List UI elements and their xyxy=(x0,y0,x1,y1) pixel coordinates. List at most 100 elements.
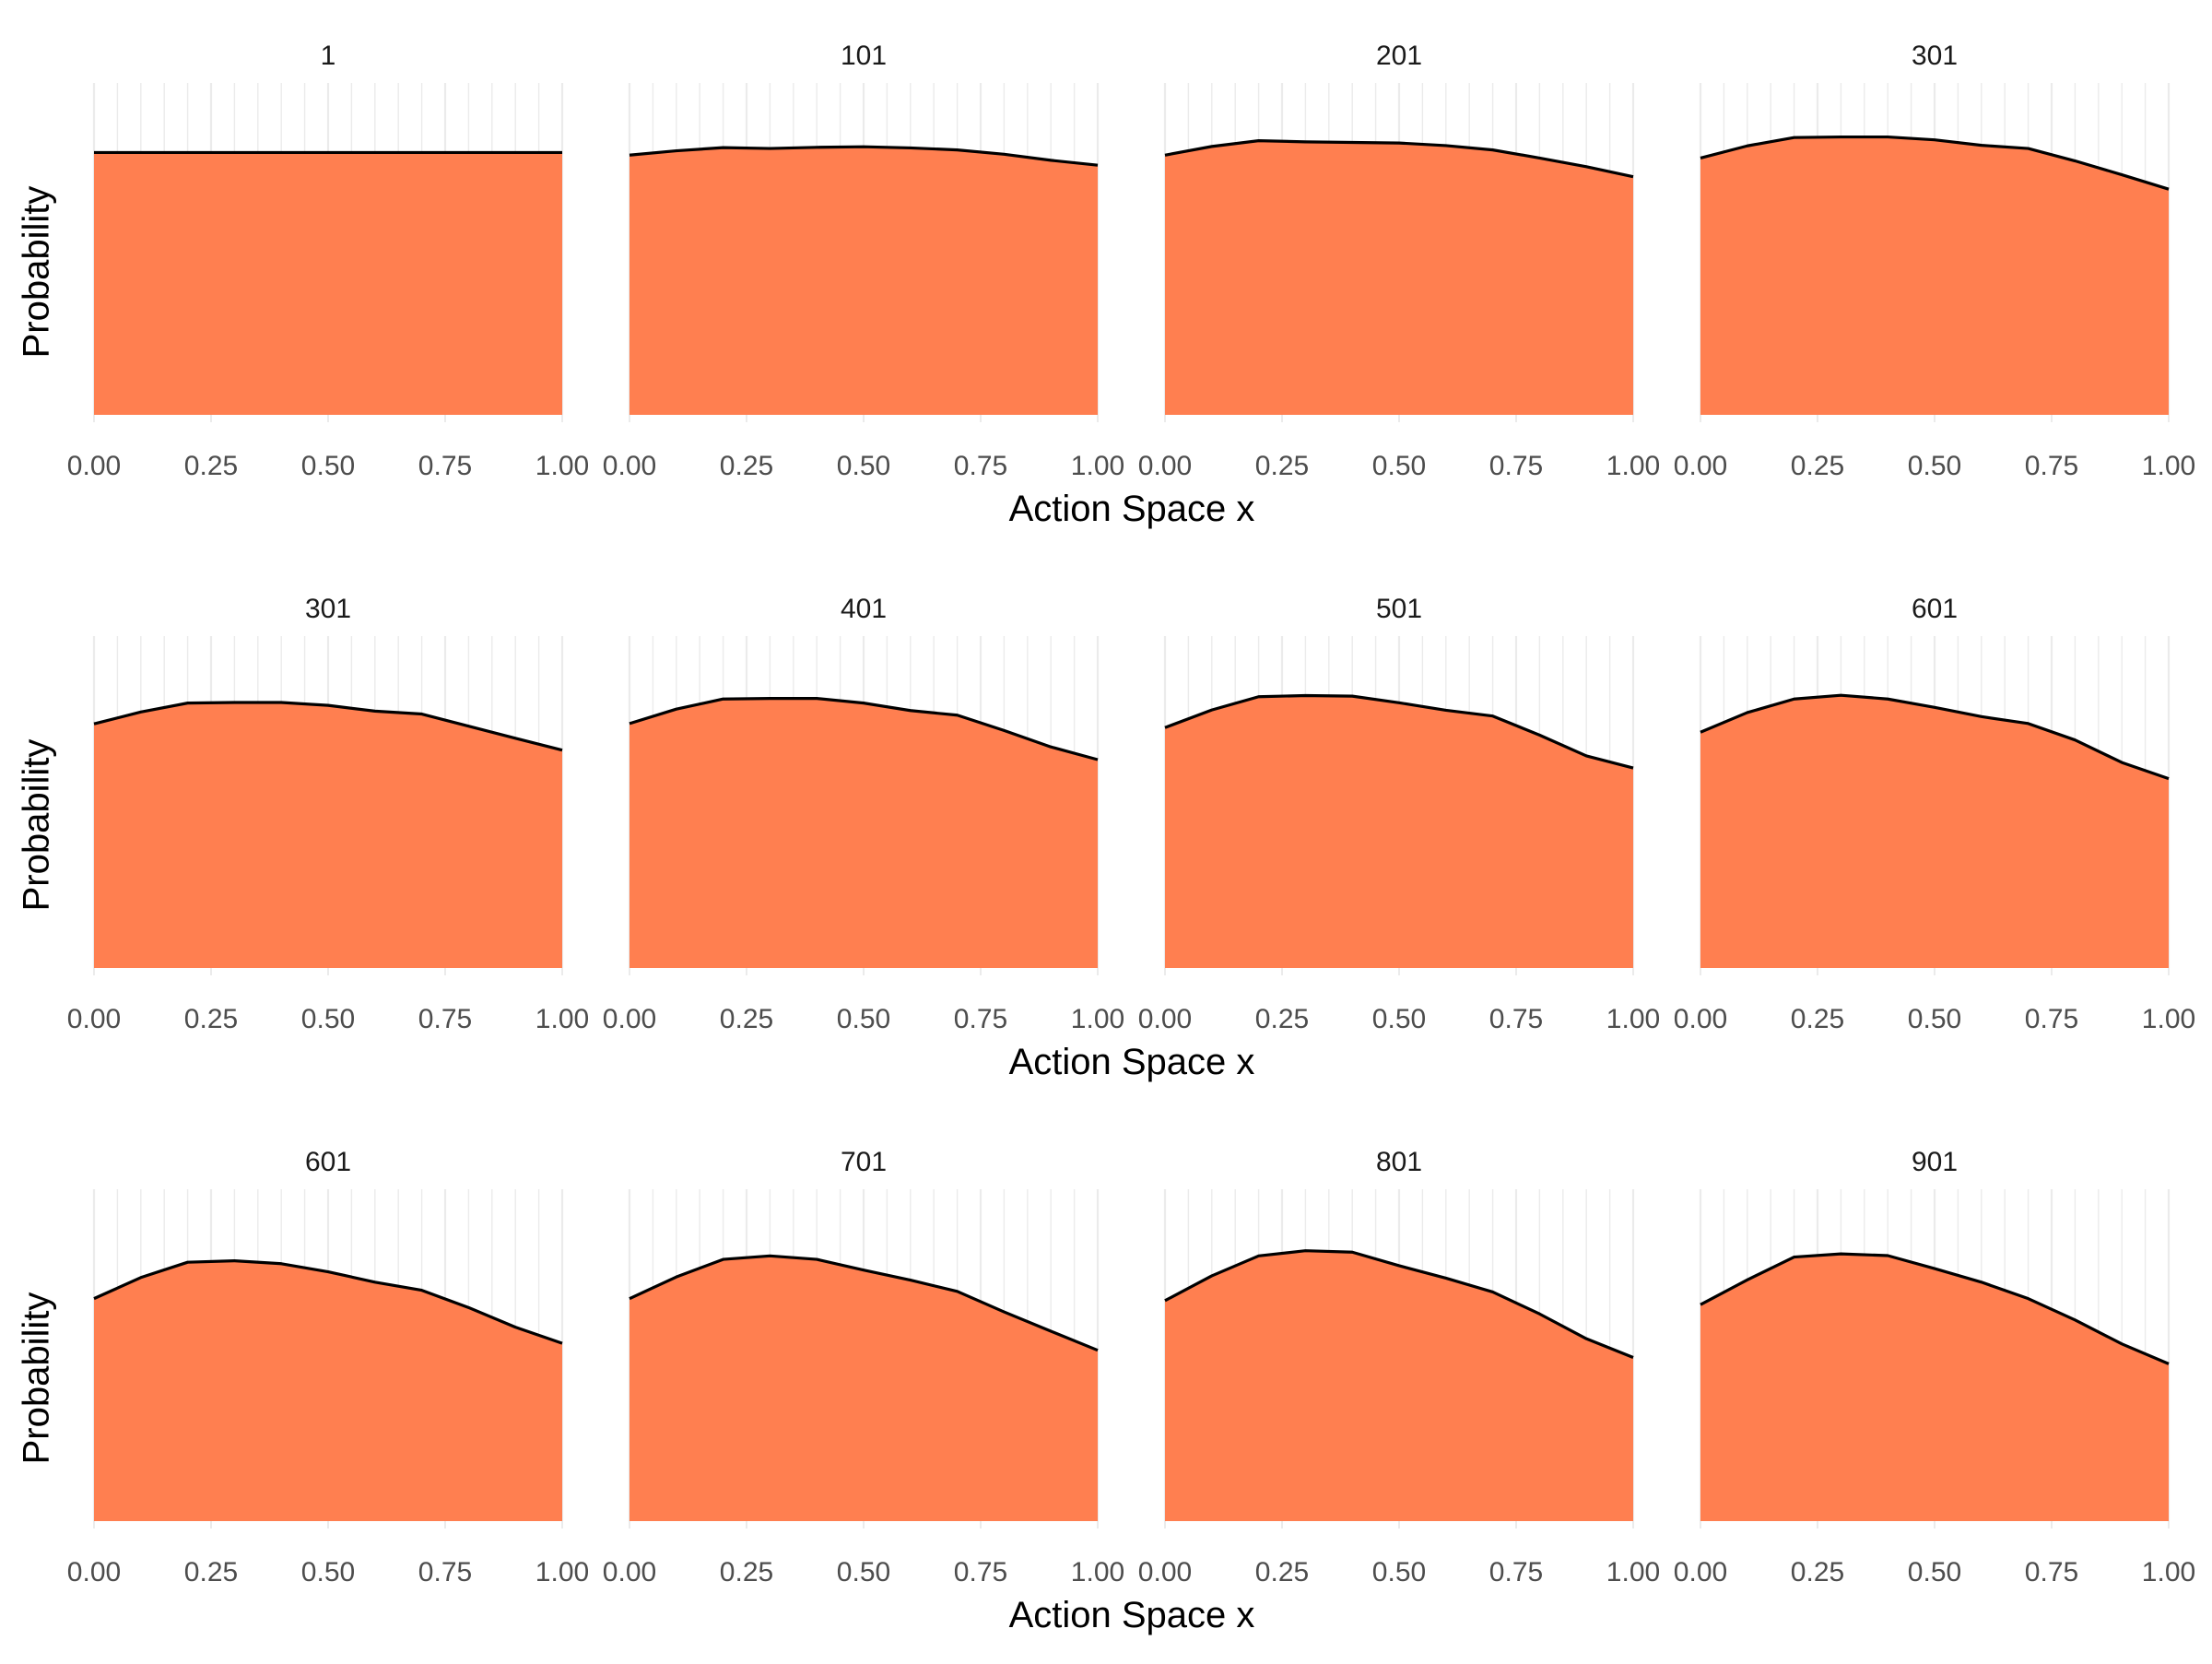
probability-area xyxy=(1165,1250,1633,1521)
x-tick-label: 0.75 xyxy=(1489,1004,1543,1034)
x-tick-label: 0.25 xyxy=(1255,1557,1309,1587)
x-tick-label: 0.75 xyxy=(418,451,472,481)
x-tick-label: 0.00 xyxy=(1674,1557,1727,1587)
x-tick-label: 0.75 xyxy=(954,1004,1007,1034)
x-tick-label: 1.00 xyxy=(535,451,589,481)
probability-line xyxy=(93,1259,563,1345)
x-tick-label: 1.00 xyxy=(2142,451,2195,481)
x-tick-label: 0.25 xyxy=(184,1557,238,1587)
x-tick-label: 0.25 xyxy=(184,451,238,481)
probability-area xyxy=(1165,140,1633,415)
facet-panel: 301 0.00 0.25 0.50 0.75 1.00 xyxy=(67,594,589,1034)
y-axis-title: Probability xyxy=(17,186,57,359)
probability-line xyxy=(93,701,563,752)
x-tick-label: 0.00 xyxy=(1674,451,1727,481)
x-tick-label: 1.00 xyxy=(2142,1004,2195,1034)
probability-line xyxy=(1700,135,2170,191)
probability-area xyxy=(1700,136,2169,415)
x-tick-label: 0.00 xyxy=(67,1004,121,1034)
facet-panel: 301 0.00 0.25 0.50 0.75 1.00 xyxy=(1674,41,2195,481)
probability-area xyxy=(94,152,562,415)
x-tick-label: 0.75 xyxy=(418,1557,472,1587)
panel-title: 301 xyxy=(1912,41,1958,71)
panel-title: 301 xyxy=(305,594,351,624)
probability-area xyxy=(1700,695,2169,968)
x-tick-label: 0.50 xyxy=(301,1004,355,1034)
x-axis-title: Action Space x xyxy=(1009,1042,1255,1082)
x-tick-label: 0.00 xyxy=(603,451,656,481)
panel-title: 401 xyxy=(841,594,887,624)
x-tick-label: 0.00 xyxy=(1138,451,1192,481)
probability-area xyxy=(629,698,1098,968)
x-tick-label: 0.00 xyxy=(603,1004,656,1034)
probability-line xyxy=(629,145,1099,167)
panel-title: 601 xyxy=(305,1147,351,1177)
probability-line xyxy=(1700,693,2170,781)
x-tick-label: 0.75 xyxy=(2025,451,2078,481)
x-tick-label: 1.00 xyxy=(1071,451,1124,481)
probability-line xyxy=(629,697,1099,761)
probability-line xyxy=(1164,693,1634,770)
panel-title: 701 xyxy=(841,1147,887,1177)
x-tick-label: 0.25 xyxy=(1791,451,1844,481)
x-tick-label: 0.25 xyxy=(1791,1557,1844,1587)
facet-panel: 401 0.00 0.25 0.50 0.75 1.00 xyxy=(603,594,1124,1034)
x-tick-label: 0.00 xyxy=(1674,1004,1727,1034)
facet-panel: 501 0.00 0.25 0.50 0.75 1.00 xyxy=(1138,594,1660,1034)
x-tick-label: 0.00 xyxy=(1138,1557,1192,1587)
x-tick-label: 0.25 xyxy=(720,451,773,481)
x-tick-label: 0.50 xyxy=(837,1557,890,1587)
facet-panel: 701 0.00 0.25 0.50 0.75 1.00 xyxy=(603,1147,1124,1587)
x-tick-label: 0.75 xyxy=(1489,1557,1543,1587)
x-tick-label: 1.00 xyxy=(1606,451,1660,481)
probability-line xyxy=(1164,1249,1634,1359)
x-tick-label: 0.25 xyxy=(720,1557,773,1587)
x-tick-label: 0.25 xyxy=(184,1004,238,1034)
panel-title: 201 xyxy=(1376,41,1422,71)
x-tick-label: 0.50 xyxy=(301,1557,355,1587)
x-tick-label: 0.25 xyxy=(1791,1004,1844,1034)
x-tick-label: 0.50 xyxy=(1908,1004,1961,1034)
probability-area xyxy=(94,1260,562,1521)
facet-panel: 201 0.00 0.25 0.50 0.75 1.00 xyxy=(1138,41,1660,481)
x-tick-label: 0.75 xyxy=(418,1004,472,1034)
x-tick-label: 0.50 xyxy=(301,451,355,481)
panel-title: 901 xyxy=(1912,1147,1958,1177)
x-axis-title: Action Space x xyxy=(1009,1595,1255,1635)
x-tick-label: 0.75 xyxy=(954,1557,1007,1587)
x-tick-label: 0.50 xyxy=(837,451,890,481)
panel-title: 101 xyxy=(841,41,887,71)
facet-panel: 601 0.00 0.25 0.50 0.75 1.00 xyxy=(67,1147,589,1587)
x-tick-label: 0.75 xyxy=(2025,1004,2078,1034)
x-tick-label: 0.50 xyxy=(1372,1004,1426,1034)
facet-row-3: 601 0.00 0.25 0.50 0.75 1.00 701 0.00 0.25 0.50 0.… xyxy=(17,1147,2196,1635)
panel-title: 601 xyxy=(1912,594,1958,624)
x-tick-label: 1.00 xyxy=(535,1557,589,1587)
y-axis-title: Probability xyxy=(17,739,57,912)
x-tick-label: 0.75 xyxy=(954,451,1007,481)
x-tick-label: 0.00 xyxy=(67,451,121,481)
x-tick-label: 0.00 xyxy=(67,1557,121,1587)
panel-title: 501 xyxy=(1376,594,1422,624)
x-tick-label: 0.50 xyxy=(1372,451,1426,481)
facet-row-2: 301 0.00 0.25 0.50 0.75 1.00 401 0.00 0.25 0.50 0.… xyxy=(17,594,2196,1082)
probability-area xyxy=(629,1256,1098,1521)
x-tick-label: 1.00 xyxy=(2142,1557,2195,1587)
facet-panel: 901 0.00 0.25 0.50 0.75 1.00 xyxy=(1674,1147,2195,1587)
x-tick-label: 0.75 xyxy=(2025,1557,2078,1587)
facet-panel: 601 0.00 0.25 0.50 0.75 1.00 xyxy=(1674,594,2195,1034)
x-tick-label: 0.50 xyxy=(1908,1557,1961,1587)
x-tick-label: 0.50 xyxy=(837,1004,890,1034)
x-tick-label: 1.00 xyxy=(535,1004,589,1034)
x-tick-label: 0.50 xyxy=(1372,1557,1426,1587)
probability-area xyxy=(629,147,1098,415)
x-tick-label: 1.00 xyxy=(1606,1004,1660,1034)
x-tick-label: 0.25 xyxy=(1255,1004,1309,1034)
probability-area xyxy=(1165,695,1633,968)
x-tick-label: 1.00 xyxy=(1071,1557,1124,1587)
facet-panel: 1 0.00 0.25 0.50 0.75 1.00 xyxy=(67,41,589,481)
x-tick-label: 0.00 xyxy=(1138,1004,1192,1034)
panel-title: 1 xyxy=(321,41,336,71)
